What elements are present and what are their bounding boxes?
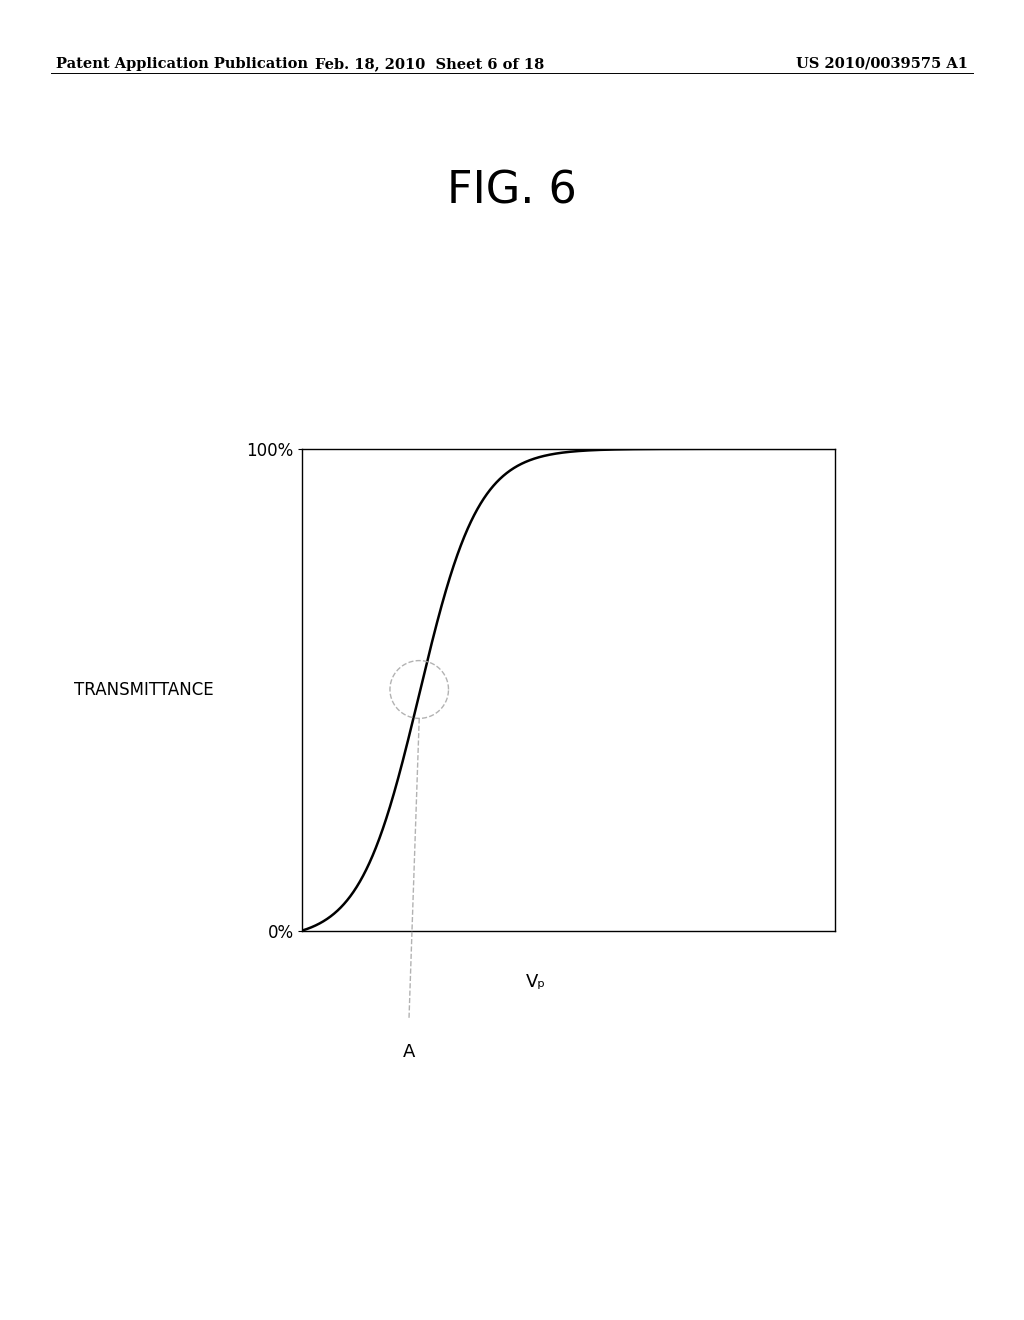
Text: US 2010/0039575 A1: US 2010/0039575 A1 [796,57,968,71]
Text: Patent Application Publication: Patent Application Publication [56,57,308,71]
Text: Vₚ: Vₚ [526,973,547,991]
Text: A: A [402,1043,415,1061]
Text: TRANSMITTANCE: TRANSMITTANCE [74,681,213,698]
Text: Feb. 18, 2010  Sheet 6 of 18: Feb. 18, 2010 Sheet 6 of 18 [315,57,545,71]
Text: FIG. 6: FIG. 6 [447,170,577,213]
